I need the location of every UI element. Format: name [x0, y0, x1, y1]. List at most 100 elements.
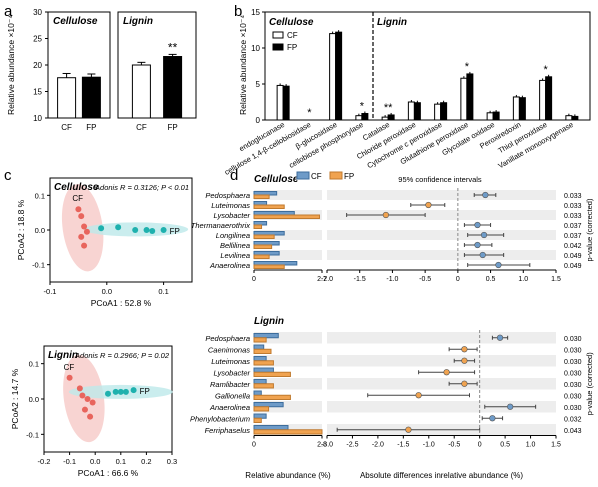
c-point-cf — [83, 228, 90, 235]
d-taxon-label: Gallionella — [215, 391, 250, 400]
d-bar-cf — [253, 344, 265, 350]
c-point-cf — [89, 399, 96, 406]
d-ci-point — [474, 221, 481, 229]
b-bar-fp — [387, 114, 395, 121]
c-xtick-label: 0.0 — [102, 287, 112, 296]
c-point-cf — [78, 233, 85, 240]
d-bar-cf — [253, 241, 280, 246]
d-title: Cellulose — [254, 174, 299, 185]
c-point-fp — [105, 390, 111, 397]
c-xtick-label: 0.1 — [158, 287, 168, 296]
d-bar-fp — [253, 429, 323, 435]
d-ci-xtick-label: -2.0 — [321, 276, 333, 283]
d-ci-point — [461, 346, 468, 353]
d-row-band — [254, 355, 322, 367]
b-bar-cf — [329, 33, 337, 121]
d-bar-cf — [253, 367, 274, 373]
b-section-title: Cellulose — [269, 17, 314, 28]
d-row-band — [327, 378, 556, 390]
c-xtick-label: -0.2 — [38, 457, 51, 466]
d-row-band — [254, 401, 322, 413]
b-legend-label: FP — [287, 43, 297, 52]
d-bar-cf — [253, 221, 268, 226]
d-pvalue: 0.030 — [564, 393, 582, 400]
a-frame-lignin — [117, 11, 197, 119]
d-ci-xtick-label: 1.0 — [518, 276, 528, 283]
b-ytick-label: 0 — [256, 116, 261, 125]
d-bar-fp — [253, 417, 262, 423]
a-xtick-label: CF — [61, 123, 72, 132]
d-bar-fp — [253, 371, 291, 377]
d-taxon-label: Anaerolinea — [209, 261, 250, 270]
c-point-fp — [115, 224, 122, 231]
d-pvalue: 0.030 — [564, 336, 582, 343]
a-ytick-label: 10 — [33, 114, 42, 123]
d-pvalue: 0.037 — [564, 233, 582, 240]
d-ci-point — [461, 357, 468, 364]
d-bar-xtick-label: 2.7 — [317, 276, 327, 283]
d-row-band — [254, 378, 322, 390]
b-ytick-label: 15 — [251, 8, 260, 17]
d-ci-point — [474, 241, 481, 249]
d-ci-xtick-label: -2.0 — [372, 442, 384, 449]
c-cf-label: CF — [64, 363, 75, 372]
d-bar-fp — [253, 234, 275, 239]
d-row-band — [254, 190, 322, 200]
b-bar-fp — [413, 102, 421, 121]
d-bar-fp — [253, 383, 274, 389]
d-row-band — [327, 190, 556, 200]
d-bar-cf — [253, 379, 267, 385]
d-bar-cf — [253, 390, 262, 396]
a-bar-cf — [131, 64, 151, 119]
c-ellipse-cf — [63, 354, 105, 443]
c-xtick-label: 0.1 — [116, 457, 126, 466]
d-bar-fp — [253, 264, 285, 269]
b-ytick-label: 5 — [256, 80, 261, 89]
d-bar-cf — [253, 191, 278, 196]
panel-label-a: a — [4, 3, 13, 20]
c-point-fp — [98, 225, 105, 232]
c-ytick-label: 0.0 — [29, 395, 39, 404]
d-ci-xtick-label: 0.5 — [486, 276, 496, 283]
c-xlabel: PCoA1 : 52.8 % — [91, 298, 152, 308]
b-bar-cf — [539, 79, 547, 121]
d-taxon-label: Ferriphaselus — [205, 426, 251, 435]
d-ci-xtick-label: -1.0 — [386, 276, 398, 283]
d-ci-title: 95% confidence intervals — [398, 175, 482, 184]
b-bar-fp — [571, 115, 579, 121]
c-point-fp — [122, 388, 129, 395]
d-ci-point — [479, 251, 486, 259]
d-bar-cf — [253, 211, 295, 216]
b-ylabel: Relative abundance ×10⁻⁴ — [238, 15, 248, 115]
d-ci-xtick-label: 0.5 — [500, 442, 510, 449]
d-bar-fp — [253, 337, 267, 343]
b-bar-fp — [492, 111, 500, 121]
b-legend-cf-swatch — [272, 31, 284, 39]
a-bar-fp — [81, 76, 101, 119]
d-ci-xtick-label: 1.5 — [551, 442, 561, 449]
d-pvalue: 0.030 — [564, 370, 582, 377]
c-annotation: Adonis R = 0.2966; P = 0.02 — [74, 351, 170, 360]
a-xtick-label: CF — [136, 123, 147, 132]
b-bar-cf — [565, 115, 573, 121]
d-taxon-label: Lysobacter — [213, 211, 250, 220]
d-bar-cf — [253, 231, 285, 236]
d-row-band — [254, 230, 322, 240]
d-pvalue: 0.030 — [564, 405, 582, 412]
b-bar-fp — [518, 97, 526, 121]
b-bar-fp — [335, 31, 343, 121]
d-ci-point — [489, 415, 496, 422]
d-ci-xtick-label: -1.5 — [354, 276, 366, 283]
b-bar-fp — [545, 76, 553, 121]
d-ci-point — [461, 380, 468, 387]
d-pvalue: 0.033 — [564, 213, 582, 220]
d-bar-xtick-label: 0 — [252, 442, 256, 449]
d-bar-fp — [253, 348, 272, 354]
d-row-band — [327, 401, 556, 413]
d-pvalue: 0.032 — [564, 416, 582, 423]
c-xtick-label: 0.3 — [167, 457, 177, 466]
d-taxon-label: Pedosphaera — [205, 191, 250, 200]
b-bar-fp — [440, 102, 448, 121]
c-fp-label: FP — [170, 227, 180, 236]
